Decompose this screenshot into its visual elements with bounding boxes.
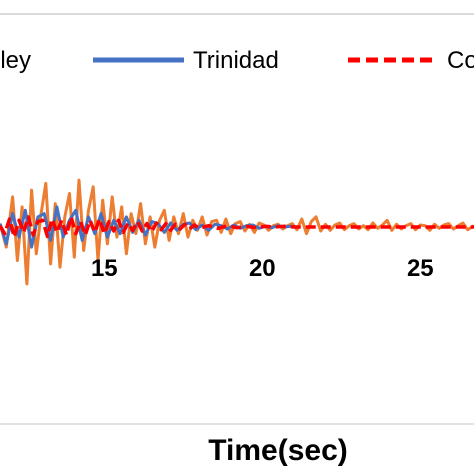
- x-tick-label-15: 15: [91, 255, 118, 282]
- x-tick-label-20: 20: [249, 255, 276, 282]
- series-line-lley: [0, 178, 474, 286]
- series-line-co: [0, 215, 474, 239]
- x-tick-label-25: 25: [407, 255, 434, 282]
- x-axis-ticks: 15 20 25: [91, 255, 434, 282]
- plot-area: [0, 178, 474, 286]
- x-axis-title: Time(sec): [208, 434, 348, 467]
- legend-label-trinidad: Trinidad: [193, 47, 279, 74]
- legend-label-co: Co: [447, 47, 474, 74]
- legend: lley Trinidad Co: [0, 47, 474, 74]
- legend-label-lley: lley: [0, 47, 31, 74]
